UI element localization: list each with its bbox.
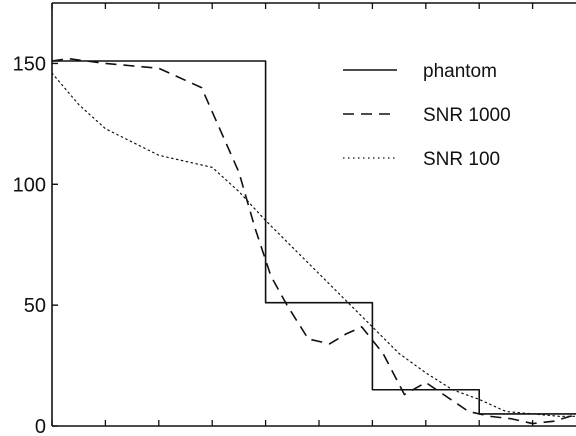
axis-ticks: 0 50 100 150 — [13, 3, 534, 436]
legend-label: SNR 1000 — [423, 105, 511, 126]
y-tick-label: 150 — [13, 53, 46, 75]
chart-series — [51, 57, 576, 425]
series-line-phantom — [52, 60, 576, 415]
y-tick-label: 50 — [24, 295, 46, 317]
chart-legend: phantom SNR 1000 SNR 100 — [343, 61, 511, 170]
legend-label: phantom — [423, 61, 497, 82]
y-tick-label: 100 — [13, 174, 46, 196]
series-line-snr-1000 — [51, 57, 576, 425]
legend-label: SNR 100 — [423, 149, 500, 170]
series-line-snr-100 — [51, 72, 576, 417]
y-tick-label: 0 — [35, 416, 46, 436]
